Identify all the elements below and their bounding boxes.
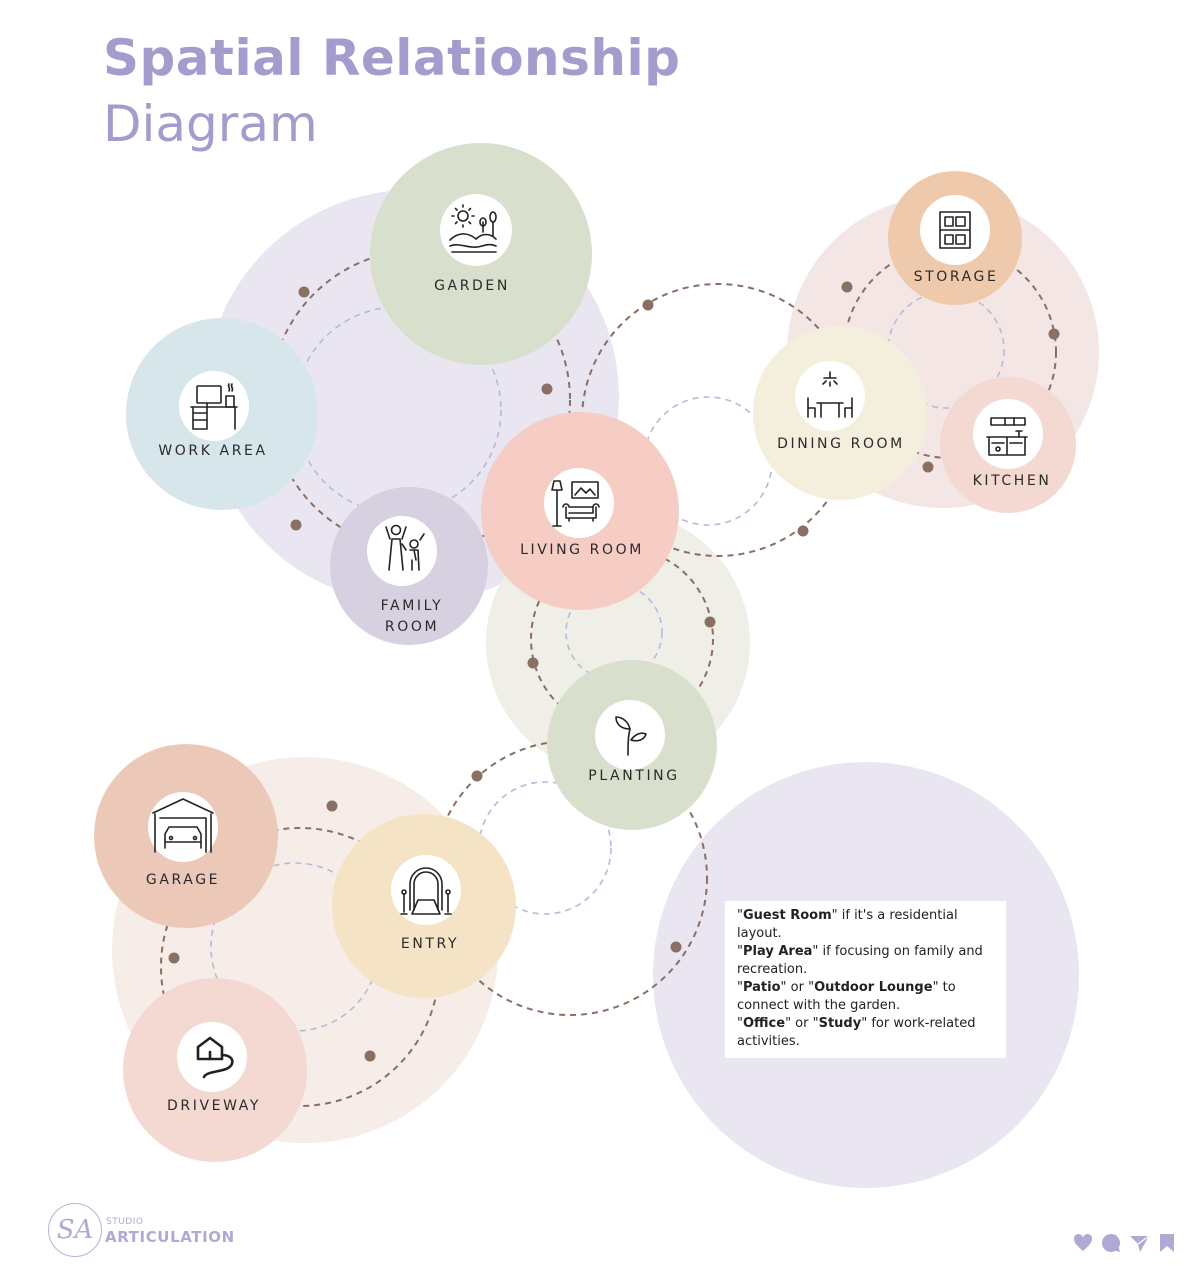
send-icon[interactable] (1128, 1232, 1150, 1254)
icon-disc (179, 371, 249, 441)
desk-icon (190, 383, 238, 430)
connector-dot (797, 525, 809, 537)
icon-disc (544, 468, 614, 538)
room-label-living-room: LIVING ROOM (520, 542, 644, 558)
room-label-storage: STORAGE (913, 269, 999, 285)
bookmark-icon[interactable] (1156, 1232, 1178, 1254)
connector-dot (922, 461, 934, 473)
connector-dot (541, 383, 553, 395)
page-title: Spatial Relationship (103, 29, 681, 87)
connector-dot (471, 770, 483, 782)
icon-disc (973, 399, 1043, 469)
kitchen-icon (986, 417, 1028, 456)
connector-dot (527, 657, 539, 669)
chat-bubble-icon[interactable] (1100, 1232, 1122, 1254)
icon-disc (795, 361, 865, 431)
connector-dot (1048, 328, 1060, 340)
studio-name-top: STUDIO (106, 1217, 144, 1227)
driveway-icon (196, 1036, 234, 1079)
sprout-icon (615, 716, 647, 756)
inner-ring-entry (478, 781, 612, 915)
room-label-work-area: WORK AREA (158, 443, 268, 459)
room-label-family-room: FAMILY ROOM (380, 598, 444, 635)
entry-arch-icon (400, 867, 452, 915)
connector-dot (298, 286, 310, 298)
note-line: "Play Area" if focusing on family and re… (737, 944, 983, 977)
studio-name: ARTICULATION (105, 1228, 235, 1246)
studio-logo: SA (48, 1203, 102, 1257)
garden-icon (449, 204, 497, 253)
room-label-kitchen: KITCHEN (972, 473, 1052, 489)
connector-dot (364, 1050, 376, 1062)
heart-icon[interactable] (1072, 1232, 1094, 1254)
page-subtitle: Diagram (103, 95, 318, 153)
garage-icon (152, 798, 214, 853)
icon-disc (595, 700, 665, 770)
connector-dot (326, 800, 338, 812)
icon-disc (177, 1022, 247, 1092)
sofa-icon (551, 480, 600, 527)
shelf-icon (939, 211, 971, 249)
social-icons (1072, 1232, 1178, 1254)
note-line: "Guest Room" if it's a residential layou… (737, 908, 958, 941)
connector-dot (704, 616, 716, 628)
note-line: "Patio" or "Outdoor Lounge" to connect w… (737, 980, 956, 1013)
room-label-planting: PLANTING (588, 768, 680, 784)
icon-disc (440, 194, 512, 266)
connector-dot (642, 299, 654, 311)
room-label-dining-room: DINING ROOM (777, 436, 905, 452)
room-label-garden: GARDEN (434, 278, 510, 294)
note-line: "Office" or "Study" for work-related act… (737, 1016, 976, 1049)
room-label-garage: GARAGE (145, 872, 221, 888)
room-label-entry: ENTRY (400, 936, 460, 952)
connector-ring-middle (530, 547, 714, 731)
connector-dot (168, 952, 180, 964)
room-label-driveway: DRIVEWAY (167, 1098, 261, 1114)
alternative-names-note: "Guest Room" if it's a residential layou… (725, 901, 1006, 1058)
connector-dot (670, 941, 682, 953)
family-icon (385, 524, 425, 571)
icon-disc (367, 516, 437, 586)
dining-table-icon (807, 371, 853, 418)
connector-dot (290, 519, 302, 531)
connector-dot (841, 281, 853, 293)
icon-disc (391, 855, 461, 925)
